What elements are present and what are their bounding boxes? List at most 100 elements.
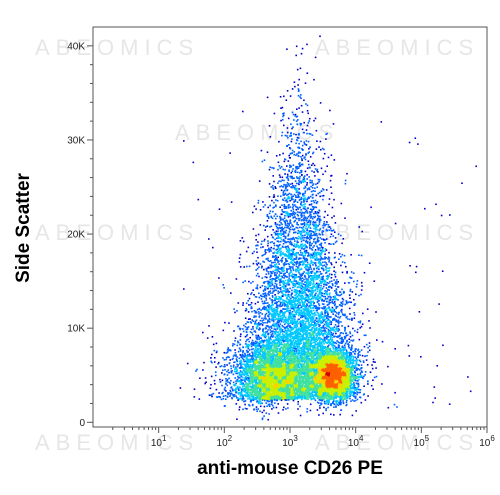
event-dot bbox=[324, 309, 326, 312]
event-dot bbox=[340, 202, 343, 205]
event-dot bbox=[322, 188, 324, 190]
event-dot bbox=[295, 191, 298, 194]
event-dot bbox=[328, 326, 330, 329]
event-dot bbox=[279, 317, 282, 320]
event-dot bbox=[245, 307, 247, 310]
event-dot bbox=[303, 208, 306, 210]
event-dot bbox=[325, 138, 327, 140]
event-dot bbox=[306, 212, 309, 214]
event-dot bbox=[270, 287, 272, 290]
event-dot bbox=[308, 275, 310, 278]
event-dot bbox=[287, 310, 289, 313]
event-dot bbox=[322, 267, 324, 270]
event-dot bbox=[279, 253, 282, 256]
event-dot bbox=[325, 249, 328, 251]
event-dot bbox=[330, 280, 333, 282]
event-dot bbox=[305, 258, 307, 260]
event-dot bbox=[296, 237, 298, 240]
event-dot bbox=[329, 337, 332, 340]
event-dot bbox=[271, 241, 273, 243]
event-dot bbox=[371, 364, 373, 366]
event-dot bbox=[290, 280, 292, 283]
event-dot bbox=[311, 337, 314, 340]
event-dot bbox=[360, 293, 362, 296]
event-dot bbox=[278, 248, 281, 251]
event-dot bbox=[306, 167, 309, 169]
event-dot bbox=[331, 273, 333, 276]
event-dot bbox=[306, 310, 308, 312]
event-dot bbox=[314, 312, 316, 315]
event-dot bbox=[267, 302, 269, 304]
event-dot bbox=[309, 306, 312, 308]
event-dot bbox=[290, 132, 292, 134]
event-dot bbox=[276, 199, 279, 202]
event-dot bbox=[275, 249, 277, 251]
event-dot bbox=[282, 282, 285, 284]
watermark-layer: ABEOMICS ABEOMICS ABEOMICS ABEOMICS ABEO… bbox=[35, 35, 473, 455]
event-dot bbox=[298, 188, 300, 190]
event-dot bbox=[304, 190, 307, 193]
event-dot bbox=[322, 189, 325, 191]
event-dot bbox=[278, 263, 280, 265]
event-dot bbox=[311, 290, 313, 293]
event-dot bbox=[312, 289, 315, 292]
event-dot bbox=[283, 281, 285, 283]
event-dot bbox=[332, 284, 334, 287]
event-dot bbox=[294, 200, 297, 202]
event-dot bbox=[269, 248, 272, 251]
event-dot bbox=[320, 278, 322, 280]
event-dot bbox=[301, 47, 304, 50]
event-dot bbox=[272, 319, 275, 321]
event-dot bbox=[288, 355, 290, 358]
event-dot bbox=[279, 232, 281, 235]
event-dot bbox=[315, 148, 318, 150]
event-dot bbox=[306, 174, 308, 176]
event-dot bbox=[296, 340, 299, 342]
event-dot bbox=[336, 352, 338, 355]
event-dot bbox=[269, 318, 271, 321]
event-dot bbox=[340, 302, 343, 305]
event-dot bbox=[331, 216, 333, 219]
event-dot bbox=[293, 283, 295, 286]
event-dot bbox=[333, 270, 335, 272]
event-dot bbox=[328, 299, 331, 302]
event-dot bbox=[290, 252, 293, 255]
event-dot bbox=[280, 319, 282, 321]
event-dot bbox=[251, 319, 253, 321]
event-dot bbox=[306, 182, 308, 184]
event-dot bbox=[317, 295, 320, 297]
event-dot bbox=[290, 242, 292, 244]
event-dot bbox=[315, 183, 317, 186]
event-dot bbox=[329, 179, 332, 182]
event-dot bbox=[298, 331, 301, 334]
event-dot bbox=[282, 231, 285, 233]
event-dot bbox=[327, 258, 329, 260]
event-dot bbox=[277, 333, 279, 335]
event-dot bbox=[283, 235, 286, 237]
event-dot bbox=[289, 287, 291, 290]
event-dot bbox=[279, 275, 281, 277]
event-dot bbox=[292, 168, 294, 170]
event-dot bbox=[278, 295, 280, 298]
event-dot bbox=[301, 144, 304, 147]
event-dot bbox=[337, 294, 339, 296]
event-dot bbox=[269, 264, 271, 267]
event-dot bbox=[267, 280, 270, 283]
event-dot bbox=[309, 331, 311, 334]
event-dot bbox=[289, 243, 291, 245]
event-dot bbox=[318, 343, 321, 346]
event-dot bbox=[282, 267, 285, 269]
event-dot bbox=[257, 256, 259, 259]
event-dot bbox=[298, 267, 300, 269]
event-dot bbox=[315, 314, 317, 316]
event-dot bbox=[309, 227, 312, 229]
event-dot bbox=[306, 314, 309, 317]
event-dot bbox=[286, 189, 288, 192]
event-dot bbox=[278, 341, 280, 344]
event-dot bbox=[316, 288, 319, 291]
event-dot bbox=[269, 278, 271, 281]
event-dot bbox=[291, 315, 294, 317]
event-dot bbox=[345, 265, 347, 268]
event-dot bbox=[282, 295, 284, 297]
event-dot bbox=[347, 301, 349, 304]
